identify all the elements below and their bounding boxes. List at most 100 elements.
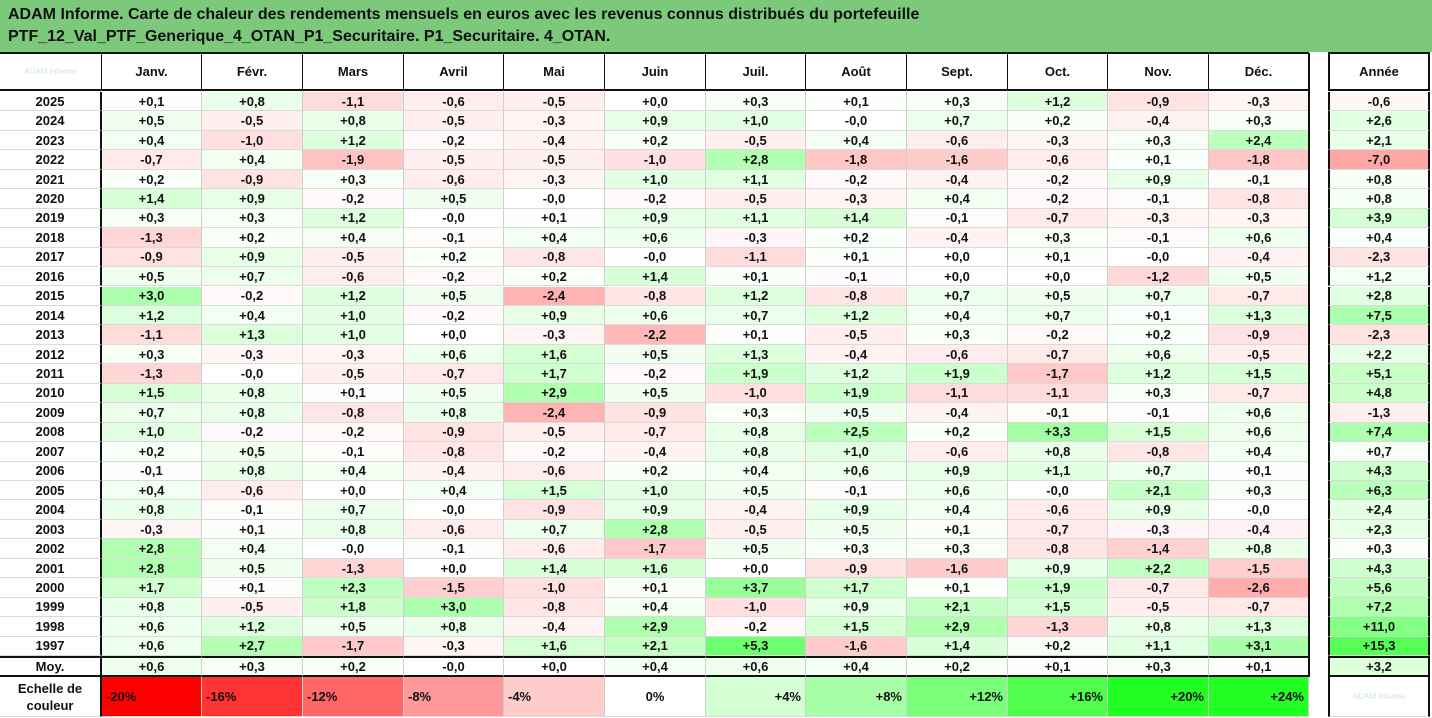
heatmap-cell: -0,3 [1108,519,1209,540]
heatmap-cell: +0,4 [202,539,303,559]
heatmap-cell: -1,1 [1008,383,1108,404]
annual-cell: +7,2 [1328,597,1430,618]
year-label: 2025 [0,92,102,112]
heatmap-cell: -0,8 [1209,189,1309,209]
heatmap-cell: +0,3 [1108,130,1209,151]
heatmap-cell: +1,2 [706,286,806,306]
annual-cell: +0,8 [1328,189,1430,209]
year-label: 2010 [0,383,102,404]
heatmap-cell: +0,7 [504,519,605,540]
heatmap-cell: +0,0 [706,558,806,579]
average-cell: +0,4 [605,656,706,678]
heatmap-cell: +2,9 [605,617,706,637]
year-label: 2009 [0,403,102,423]
scale-swatch: +24% [1209,677,1309,718]
heatmap-cell: +1,4 [504,558,605,579]
heatmap-cell: +0,9 [1008,558,1108,579]
heatmap-cell: -0,1 [1209,169,1309,190]
scale-label-1: Echelle de [17,680,83,696]
heatmap-cell: +1,9 [907,364,1008,384]
heatmap-cell: -0,0 [1008,481,1108,501]
heatmap-cell: +0,1 [907,578,1008,598]
heatmap-cell: +1,2 [806,364,907,384]
heatmap-cell: +0,5 [404,383,504,404]
heatmap-cell: +0,8 [202,461,303,481]
scale-swatch: +8% [806,677,907,718]
annual-cell: +4,3 [1328,461,1430,481]
annual-cell: +4,8 [1328,383,1430,404]
heatmap-cell: -0,0 [806,111,907,131]
heatmap-cell: -0,5 [504,422,605,443]
heatmap-cell: -0,5 [706,189,806,209]
heatmap-cell: +0,9 [202,189,303,209]
heatmap-cell: -0,8 [605,286,706,306]
heatmap-cell: +0,6 [1209,422,1309,443]
heatmap-cell: -0,5 [706,519,806,540]
heatmap-cell: +0,2 [605,461,706,481]
scale-swatch: -16% [202,677,303,718]
heatmap-cell: -0,1 [404,228,504,248]
heatmap-cell: -0,0 [605,247,706,268]
heatmap-cell: +0,2 [1108,325,1209,345]
heatmap-cell: -0,8 [303,403,404,423]
heatmap-cell: -0,6 [202,481,303,501]
title-band: ADAM Informe. Carte de chaleur des rende… [0,0,1432,52]
heatmap-cell: +0,9 [202,247,303,268]
heatmap-cell: -0,7 [1008,519,1108,540]
heatmap-cell: +0,5 [202,442,303,462]
heatmap-cell: +0,3 [806,539,907,559]
heatmap-cell: +0,7 [907,111,1008,131]
heatmap-cell: +3,0 [102,286,202,306]
heatmap-cell: +2,8 [102,539,202,559]
average-cell: +0,6 [706,656,806,678]
heatmap-cell: -0,0 [1108,247,1209,268]
heatmap-cell: +1,1 [1008,461,1108,481]
annual-cell: +2,4 [1328,500,1430,520]
year-label: 2008 [0,422,102,443]
heatmap-cell: +0,9 [504,305,605,326]
heatmap-cell: +0,7 [202,267,303,287]
annual-cell: +2,6 [1328,111,1430,131]
annual-cell: +6,3 [1328,481,1430,501]
heatmap-cell: +0,6 [605,228,706,248]
annual-cell: +1,2 [1328,267,1430,287]
year-label: 2018 [0,228,102,248]
heatmap-cell: +1,0 [605,481,706,501]
heatmap-cell: +0,4 [1209,442,1309,462]
heatmap-cell: -0,4 [907,169,1008,190]
heatmap-cell: +0,8 [404,403,504,423]
average-cell: +0,4 [806,656,907,678]
heatmap-cell: -0,0 [303,539,404,559]
heatmap-cell: -0,3 [504,169,605,190]
heatmap-cell: +0,3 [1209,111,1309,131]
heatmap-cell: +0,5 [806,519,907,540]
heatmap-cell: -0,5 [202,597,303,618]
heatmap-cell: -1,0 [202,130,303,151]
heatmap-cell: +1,5 [504,481,605,501]
year-label: 2024 [0,111,102,131]
heatmap-cell: -0,5 [1209,344,1309,365]
heatmap-cell: -0,6 [907,344,1008,365]
heatmap-cell: +2,1 [907,597,1008,618]
heatmap-cell: +0,5 [605,383,706,404]
heatmap-cell: -0,7 [1008,344,1108,365]
watermark-right: ADAM Informe [1352,692,1406,702]
heatmap-cell: -0,5 [303,364,404,384]
heatmap-cell: -0,1 [907,208,1008,229]
heatmap-cell: -1,3 [102,364,202,384]
heatmap-cell: +0,5 [706,481,806,501]
heatmap-cell: -0,4 [907,228,1008,248]
month-header: Déc. [1209,53,1309,91]
annual-cell: +0,7 [1328,442,1430,462]
heatmap-cell: -0,1 [1108,189,1209,209]
heatmap-cell: +0,0 [404,325,504,345]
annual-cell: +2,3 [1328,519,1430,540]
heatmap-cell: -0,7 [1108,578,1209,598]
heatmap-cell: -0,5 [202,111,303,131]
heatmap-cell: +0,6 [806,461,907,481]
heatmap-cell: -1,8 [806,150,907,170]
heatmap-cell: +0,4 [907,189,1008,209]
heatmap-cell: +1,9 [1008,578,1108,598]
year-label: 2003 [0,519,102,540]
heatmap-cell: +1,2 [1008,92,1108,112]
